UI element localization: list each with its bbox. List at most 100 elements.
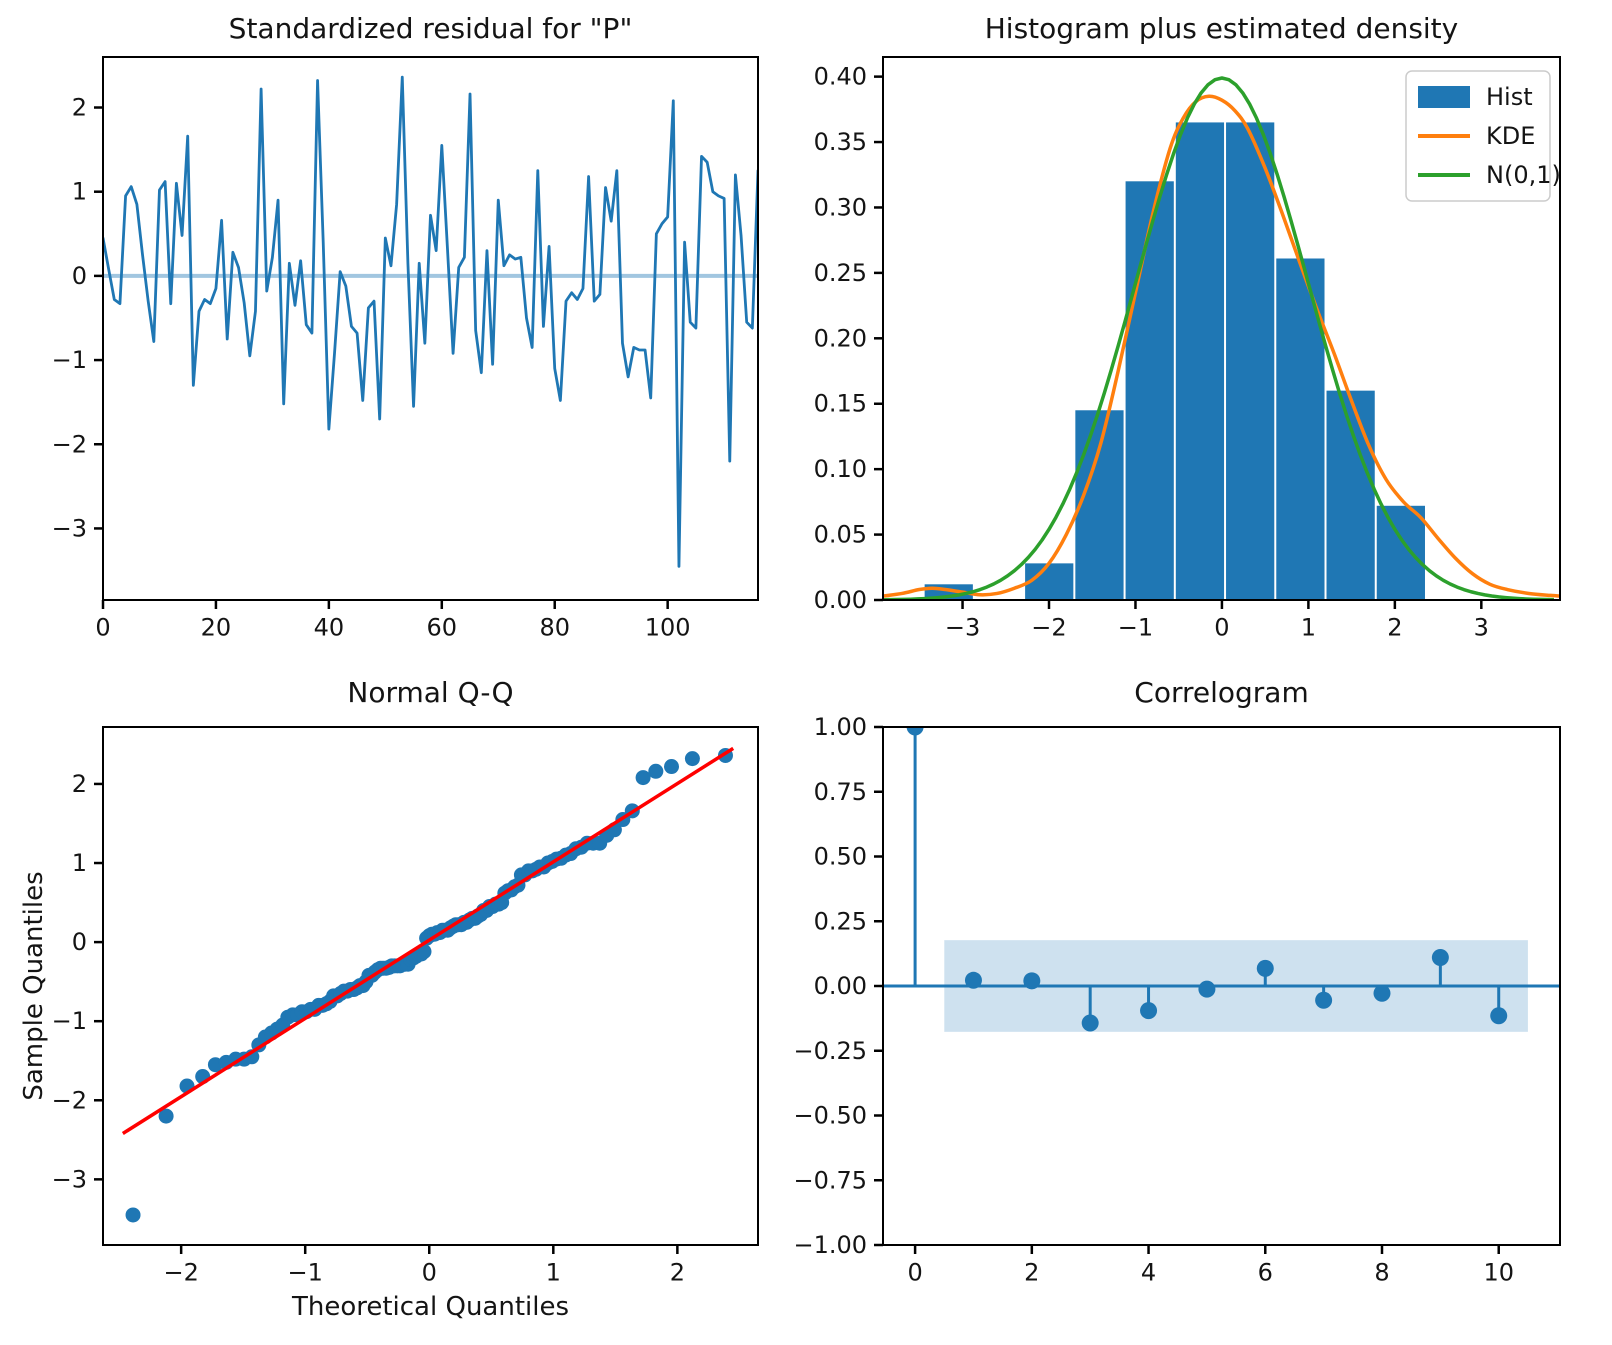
y-tick-label: −0.25 (793, 1037, 867, 1065)
y-tick-label: −2 (52, 1086, 87, 1114)
acf-point (1140, 1002, 1158, 1020)
y-tick-label: 0.25 (814, 907, 867, 935)
legend-label: KDE (1486, 122, 1535, 150)
y-tick-label: 1 (72, 178, 87, 206)
x-tick-label: 1 (546, 1259, 561, 1287)
x-tick-label: 20 (201, 614, 232, 642)
x-tick-label: 3 (1474, 614, 1489, 642)
x-tick-label: 10 (1483, 1259, 1514, 1287)
residuals-title: Standardized residual for "P" (228, 12, 633, 45)
y-tick-label: 0.00 (814, 972, 867, 1000)
y-tick-label: −0.75 (793, 1166, 867, 1194)
acf-point (1198, 980, 1216, 998)
y-tick-label: 0.05 (814, 521, 867, 549)
x-tick-label: −2 (163, 1259, 198, 1287)
y-tick-label: −1 (52, 1007, 87, 1035)
x-tick-label: −1 (288, 1259, 323, 1287)
x-tick-label: −1 (1118, 614, 1153, 642)
y-tick-label: 0.20 (814, 324, 867, 352)
y-tick-label: 0.75 (814, 778, 867, 806)
histogram-bar (1226, 122, 1275, 600)
y-tick-label: 0.50 (814, 843, 867, 871)
y-tick-label: 0.25 (814, 259, 867, 287)
legend: Hist KDE N(0,1) (1405, 70, 1561, 202)
histogram-panel: −3 −2 −1 0 1 2 3 0.00 0.05 0.10 0.15 0.20 0.25 0.30 0.… (814, 56, 1561, 642)
axes-spines (102, 56, 759, 601)
x-tick-label: 100 (645, 614, 691, 642)
x-tick-label: 0 (422, 1259, 437, 1287)
qq-point (684, 751, 700, 767)
residuals-panel: 0 20 40 60 80 100 2 1 0 −1 −2 −3 (52, 56, 759, 642)
y-tick-label: 0.40 (814, 63, 867, 91)
histogram-bar (1125, 181, 1174, 600)
histogram-bar (1376, 505, 1425, 600)
residual-line (103, 75, 758, 568)
qq-panel: −2 −1 0 1 2 2 1 0 −1 −2 −3 (52, 726, 759, 1287)
y-tick-label: 2 (72, 770, 87, 798)
correlogram-axes: 0 2 4 6 8 10 1.00 0.75 0.50 0.25 0.00 −0.25 −0.50 −0.… (793, 713, 1561, 1287)
x-tick-label: 8 (1374, 1259, 1389, 1287)
axes-spines (102, 726, 759, 1246)
x-tick-label: 2 (1024, 1259, 1039, 1287)
qq-point (158, 1108, 174, 1124)
acf-point (1315, 991, 1333, 1009)
residuals-axes: 0 20 40 60 80 100 2 1 0 −1 −2 −3 (52, 56, 759, 642)
x-tick-label: 0 (95, 614, 110, 642)
acf-point (1431, 949, 1449, 967)
y-tick-label: 0.30 (814, 193, 867, 221)
x-tick-label: 60 (427, 614, 458, 642)
acf-point (906, 727, 924, 736)
y-tick-label: 0.15 (814, 390, 867, 418)
acf-point (1023, 972, 1041, 990)
legend-swatch-hist (1418, 86, 1470, 108)
axes-spines (882, 726, 1561, 1246)
x-tick-label: 2 (1387, 614, 1402, 642)
correlogram-title: Correlogram (1134, 676, 1309, 709)
acf-point (1373, 984, 1391, 1002)
y-tick-label: 0 (72, 928, 87, 956)
acf-point (1081, 1014, 1099, 1032)
x-tick-label: 4 (1141, 1259, 1156, 1287)
qq-point (664, 759, 680, 775)
histogram-title: Histogram plus estimated density (984, 12, 1459, 45)
y-tick-label: −1.00 (793, 1231, 867, 1259)
y-tick-label: 0.00 (814, 586, 867, 614)
acf-point (1490, 1007, 1508, 1025)
qq-axes: −2 −1 0 1 2 2 1 0 −1 −2 −3 (52, 726, 759, 1287)
histogram-bar (1025, 563, 1074, 600)
x-tick-label: −3 (945, 614, 980, 642)
x-tick-label: 2 (670, 1259, 685, 1287)
y-tick-label: 0.10 (814, 455, 867, 483)
y-tick-label: −1 (52, 346, 87, 374)
acf-point (964, 971, 982, 989)
legend-label: N(0,1) (1486, 161, 1561, 189)
normal-density-curve (883, 76, 1554, 600)
y-tick-label: 0 (72, 262, 87, 290)
y-tick-label: 2 (72, 94, 87, 122)
y-tick-label: −2 (52, 430, 87, 458)
histogram-bar (1075, 410, 1124, 600)
y-tick-label: −3 (52, 514, 87, 542)
x-tick-label: 6 (1258, 1259, 1273, 1287)
qq-title: Normal Q-Q (347, 676, 514, 709)
y-tick-label: 1.00 (814, 713, 867, 741)
x-tick-label: 1 (1301, 614, 1316, 642)
histogram-bar (1175, 122, 1225, 600)
x-tick-label: 0 (1214, 614, 1229, 642)
y-tick-label: 1 (72, 849, 87, 877)
qq-point (125, 1207, 141, 1223)
kde-curve (883, 94, 1560, 598)
histogram-axes: −3 −2 −1 0 1 2 3 0.00 0.05 0.10 0.15 0.20 0.25 0.30 0.… (814, 56, 1561, 642)
axes-spines (882, 56, 1561, 601)
qq-reference-line (121, 746, 735, 1135)
legend-label: Hist (1486, 83, 1533, 111)
y-tick-label: −0.50 (793, 1102, 867, 1130)
correlogram-panel: 0 2 4 6 8 10 1.00 0.75 0.50 0.25 0.00 −0.25 −0.50 −0.… (793, 713, 1561, 1287)
qq-point (648, 763, 664, 779)
qq-point (635, 770, 651, 786)
x-tick-label: 80 (539, 614, 570, 642)
x-tick-label: 40 (314, 614, 345, 642)
y-tick-label: −3 (52, 1165, 87, 1193)
